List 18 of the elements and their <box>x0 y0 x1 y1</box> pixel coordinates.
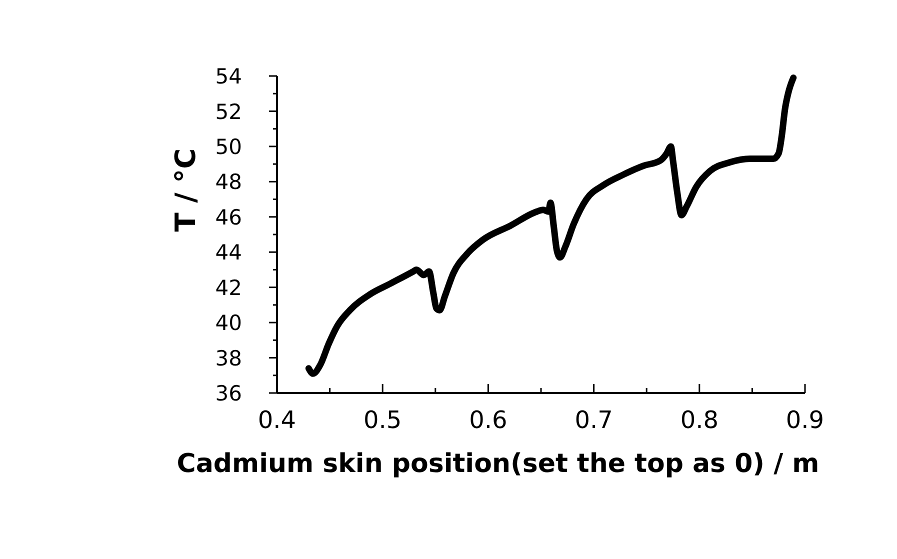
y-tick-label: 38 <box>215 346 242 370</box>
x-tick-label: 0.4 <box>258 406 296 434</box>
y-tick-label: 46 <box>215 205 242 230</box>
x-axis-title: Cadmium skin position(set the top as 0) / m <box>176 449 820 479</box>
y-tick-label: 36 <box>215 382 242 406</box>
y-tick-label: 52 <box>215 100 242 124</box>
y-tick-label: 44 <box>215 240 242 265</box>
x-tick-label: 0.6 <box>469 406 508 434</box>
y-axis-title: T / °C <box>169 148 202 232</box>
x-tick-label: 0.9 <box>786 406 824 434</box>
y-tick-label: 50 <box>215 135 242 160</box>
x-tick-label: 0.5 <box>364 406 402 434</box>
y-tick-label: 48 <box>215 170 242 194</box>
x-tick-label: 0.8 <box>680 406 718 434</box>
y-tick-label: 42 <box>215 276 242 300</box>
y-tick-label: 40 <box>215 311 242 336</box>
x-tick-label: 0.7 <box>574 406 613 434</box>
y-tick-label: 54 <box>215 64 242 89</box>
